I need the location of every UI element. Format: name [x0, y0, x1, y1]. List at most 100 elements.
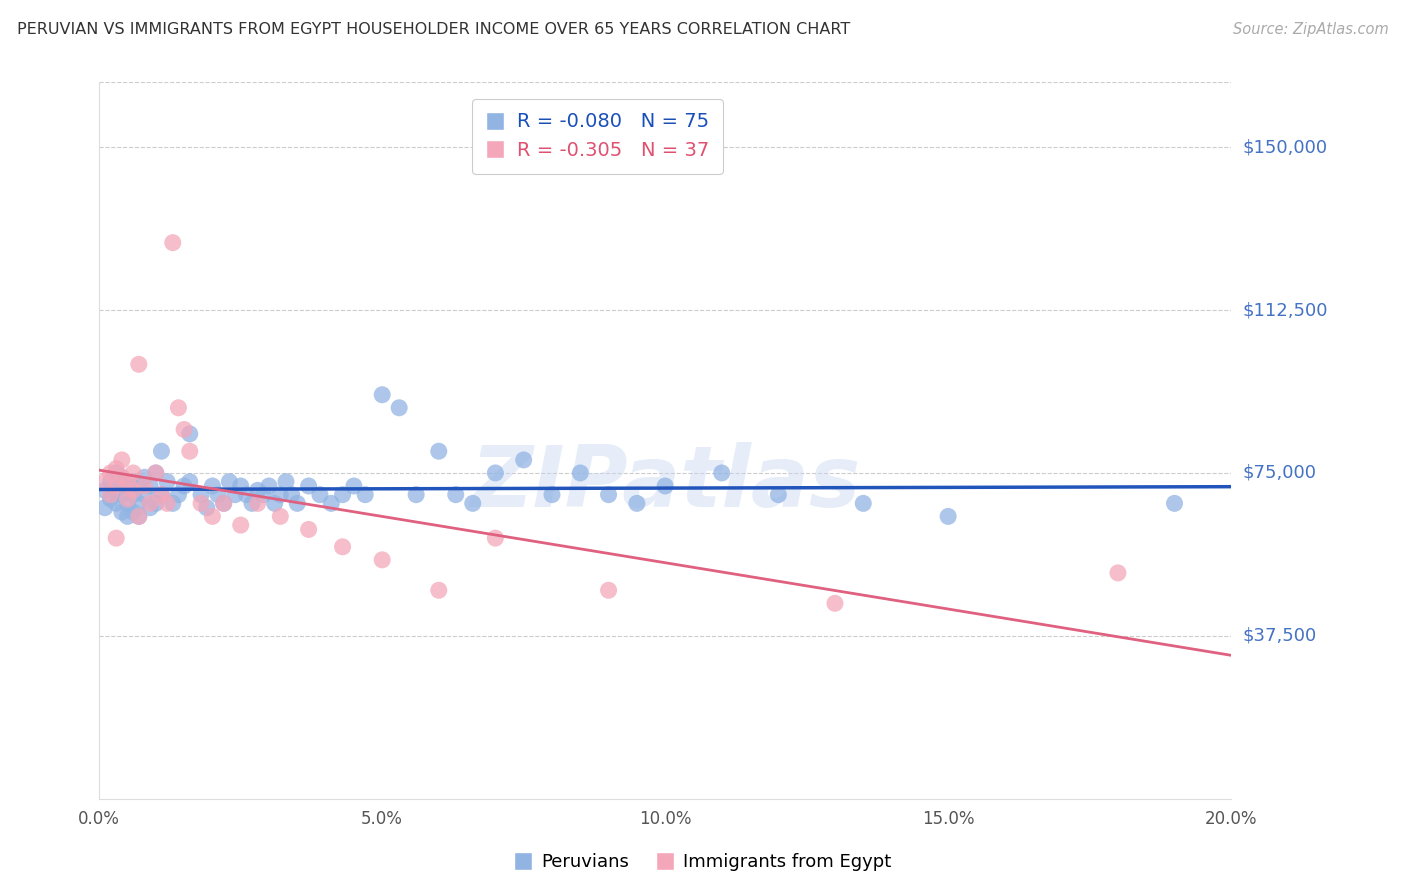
Point — [122, 505, 145, 519]
Point — [207, 488, 229, 502]
Point — [179, 426, 201, 441]
Point — [229, 479, 252, 493]
Point — [1107, 566, 1129, 580]
Point — [371, 388, 394, 402]
Point — [195, 500, 218, 515]
Point — [321, 496, 343, 510]
Point — [122, 466, 145, 480]
Point — [105, 461, 128, 475]
Point — [235, 488, 257, 502]
Point — [156, 475, 179, 489]
Point — [150, 444, 173, 458]
Point — [111, 488, 134, 502]
Point — [111, 453, 134, 467]
Point — [263, 496, 285, 510]
Point — [122, 483, 145, 498]
Point — [710, 466, 733, 480]
Point — [100, 466, 122, 480]
Point — [427, 444, 450, 458]
Point — [139, 500, 162, 515]
Point — [484, 466, 506, 480]
Point — [512, 453, 534, 467]
Point — [405, 488, 427, 502]
Point — [626, 496, 648, 510]
Point — [179, 475, 201, 489]
Point — [150, 488, 173, 502]
Point — [128, 357, 150, 371]
Point — [111, 505, 134, 519]
Point — [156, 496, 179, 510]
Text: $150,000: $150,000 — [1243, 138, 1327, 156]
Point — [427, 583, 450, 598]
Point — [134, 479, 156, 493]
Point — [201, 479, 224, 493]
Point — [388, 401, 411, 415]
Point — [212, 496, 235, 510]
Point — [111, 470, 134, 484]
Point — [167, 488, 190, 502]
Point — [128, 496, 150, 510]
Point — [444, 488, 467, 502]
Point — [100, 475, 122, 489]
Point — [218, 475, 240, 489]
Text: $112,500: $112,500 — [1243, 301, 1327, 319]
Text: Source: ZipAtlas.com: Source: ZipAtlas.com — [1233, 22, 1389, 37]
Point — [343, 479, 366, 493]
Point — [229, 518, 252, 533]
Point — [94, 483, 117, 498]
Point — [309, 488, 332, 502]
Point — [269, 509, 291, 524]
Legend: R = -0.080   N = 75, R = -0.305   N = 37: R = -0.080 N = 75, R = -0.305 N = 37 — [472, 99, 723, 174]
Point — [297, 479, 319, 493]
Point — [117, 475, 139, 489]
Point — [145, 496, 167, 510]
Point — [179, 444, 201, 458]
Point — [246, 483, 269, 498]
Point — [1163, 496, 1185, 510]
Point — [145, 466, 167, 480]
Point — [128, 509, 150, 524]
Point — [224, 488, 246, 502]
Text: PERUVIAN VS IMMIGRANTS FROM EGYPT HOUSEHOLDER INCOME OVER 65 YEARS CORRELATION C: PERUVIAN VS IMMIGRANTS FROM EGYPT HOUSEH… — [17, 22, 851, 37]
Text: ZIPatlas: ZIPatlas — [470, 442, 860, 524]
Point — [252, 488, 274, 502]
Legend: Peruvians, Immigrants from Egypt: Peruvians, Immigrants from Egypt — [508, 847, 898, 879]
Point — [173, 479, 195, 493]
Point — [332, 540, 354, 554]
Point — [139, 496, 162, 510]
Point — [654, 479, 676, 493]
Point — [122, 488, 145, 502]
Point — [105, 496, 128, 510]
Point — [122, 475, 145, 489]
Point — [269, 488, 291, 502]
Point — [117, 509, 139, 524]
Point — [100, 488, 122, 502]
Point — [162, 496, 184, 510]
Point — [105, 479, 128, 493]
Point — [768, 488, 790, 502]
Point — [274, 475, 297, 489]
Point — [94, 475, 117, 489]
Point — [105, 466, 128, 480]
Text: $37,500: $37,500 — [1243, 627, 1316, 645]
Point — [190, 488, 212, 502]
Point — [461, 496, 484, 510]
Point — [190, 496, 212, 510]
Point — [936, 509, 959, 524]
Point — [824, 596, 846, 610]
Point — [852, 496, 875, 510]
Point — [257, 479, 280, 493]
Point — [484, 531, 506, 545]
Point — [128, 479, 150, 493]
Point — [173, 423, 195, 437]
Point — [541, 488, 564, 502]
Point — [117, 496, 139, 510]
Point — [240, 496, 263, 510]
Point — [117, 479, 139, 493]
Point — [128, 509, 150, 524]
Point — [167, 401, 190, 415]
Point — [212, 496, 235, 510]
Point — [145, 466, 167, 480]
Point — [285, 496, 308, 510]
Point — [246, 496, 269, 510]
